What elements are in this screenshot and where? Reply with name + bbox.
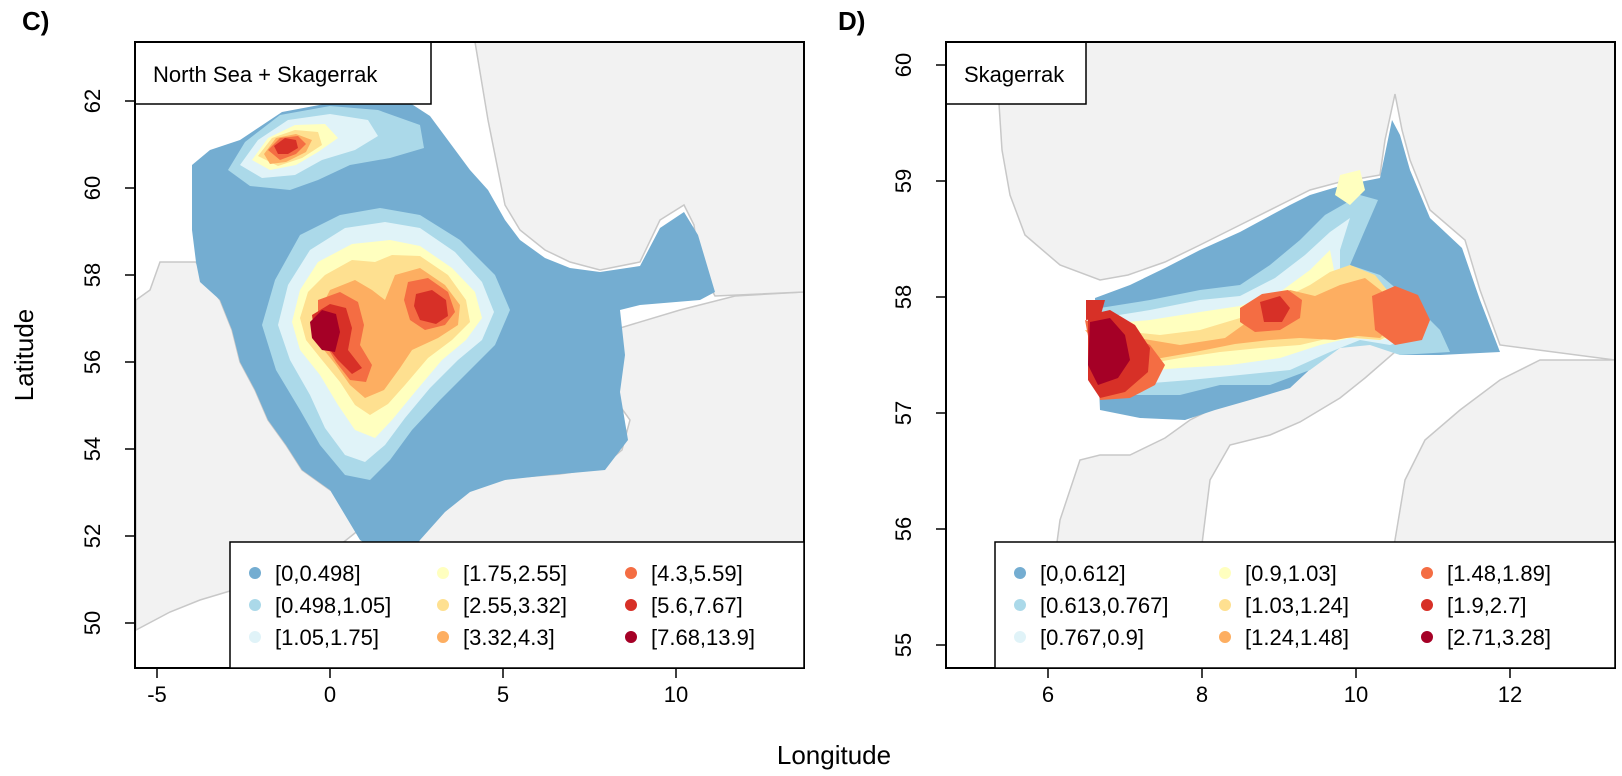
legend-swatch — [1014, 567, 1026, 579]
legend-swatch — [1014, 599, 1026, 611]
panel-d: D) — [838, 6, 1616, 707]
y-tick-label: 54 — [80, 437, 105, 461]
legend-entry: [0.9,1.03] — [1245, 561, 1337, 586]
legend-swatch — [437, 599, 449, 611]
y-tick-label: 60 — [80, 176, 105, 200]
legend-entry: [7.68,13.9] — [651, 625, 755, 650]
legend-box — [994, 541, 1616, 669]
legend-swatch — [437, 631, 449, 643]
panel-label: D) — [838, 6, 865, 36]
x-tick-label: 10 — [1344, 682, 1368, 707]
legend-swatch — [1219, 631, 1231, 643]
legend-swatch — [625, 567, 637, 579]
panel-label: C) — [22, 6, 49, 36]
y-tick-label: 59 — [891, 169, 916, 193]
x-tick-label: 12 — [1498, 682, 1522, 707]
y-tick-marks — [125, 100, 135, 624]
legend-entry: [2.55,3.32] — [463, 593, 567, 618]
x-tick-label: -5 — [147, 682, 167, 707]
legend-entry: [0.767,0.9] — [1040, 625, 1144, 650]
legend-swatch — [1421, 599, 1433, 611]
density-field-c — [192, 103, 715, 560]
legend-entry: [4.3,5.59] — [651, 561, 743, 586]
x-tick-label: 6 — [1042, 682, 1054, 707]
x-tick-label: 0 — [324, 682, 336, 707]
inset-title: North Sea + Skagerrak — [153, 62, 378, 87]
density-field-d — [1085, 120, 1500, 420]
y-tick-label: 56 — [80, 350, 105, 374]
y-tick-label: 58 — [891, 285, 916, 309]
legend-swatch — [625, 631, 637, 643]
y-tick-label: 62 — [80, 89, 105, 113]
legend-swatch — [1219, 599, 1231, 611]
x-tick-label: 10 — [664, 682, 688, 707]
legend-entry: [0.498,1.05] — [275, 593, 391, 618]
y-tick-label: 50 — [80, 611, 105, 635]
inset-title: Skagerrak — [964, 62, 1065, 87]
legend-entry: [5.6,7.67] — [651, 593, 743, 618]
legend-entry: [0,0.498] — [275, 561, 361, 586]
legend-entry: [1.03,1.24] — [1245, 593, 1349, 618]
legend-swatch — [1421, 631, 1433, 643]
legend-entry: [1.05,1.75] — [275, 625, 379, 650]
x-tick-marks — [1047, 668, 1511, 678]
legend-swatch — [249, 631, 261, 643]
legend-swatch — [249, 599, 261, 611]
y-tick-label: 60 — [891, 53, 916, 77]
legend-entry: [1.75,2.55] — [463, 561, 567, 586]
legend-entry: [3.32,4.3] — [463, 625, 555, 650]
x-tick-label: 8 — [1196, 682, 1208, 707]
legend-entry: [0.613,0.767] — [1040, 593, 1168, 618]
legend-c: [0,0.498] [0.498,1.05] [1.05,1.75] [1.75… — [229, 541, 805, 669]
inset-title-box — [946, 42, 1087, 105]
legend-swatch — [1219, 567, 1231, 579]
legend-entry: [0,0.612] — [1040, 561, 1126, 586]
x-tick-marks — [156, 668, 677, 678]
legend-entry: [1.24,1.48] — [1245, 625, 1349, 650]
y-tick-marks — [936, 64, 946, 646]
legend-swatch — [1421, 567, 1433, 579]
legend-entry: [1.9,2.7] — [1447, 593, 1527, 618]
x-tick-label: 5 — [497, 682, 509, 707]
legend-box — [229, 541, 805, 669]
legend-swatch — [249, 567, 261, 579]
y-tick-label: 56 — [891, 517, 916, 541]
inset-title-box — [135, 42, 432, 105]
y-axis-title: Latitude — [9, 309, 39, 402]
legend-swatch — [1014, 631, 1026, 643]
y-tick-label: 57 — [891, 401, 916, 425]
map-d: Skagerrak — [946, 42, 1615, 668]
y-tick-label: 52 — [80, 524, 105, 548]
legend-entry: [2.71,3.28] — [1447, 625, 1551, 650]
panel-c: C) — [22, 6, 805, 707]
map-c: North Sea + Skagerrak — [135, 42, 804, 668]
legend-swatch — [437, 567, 449, 579]
y-tick-label: 58 — [80, 263, 105, 287]
x-axis-title: Longitude — [777, 740, 891, 770]
y-tick-label: 55 — [891, 633, 916, 657]
legend-entry: [1.48,1.89] — [1447, 561, 1551, 586]
legend-swatch — [625, 599, 637, 611]
legend-d: [0,0.612] [0.613,0.767] [0.767,0.9] [0.9… — [994, 541, 1616, 669]
